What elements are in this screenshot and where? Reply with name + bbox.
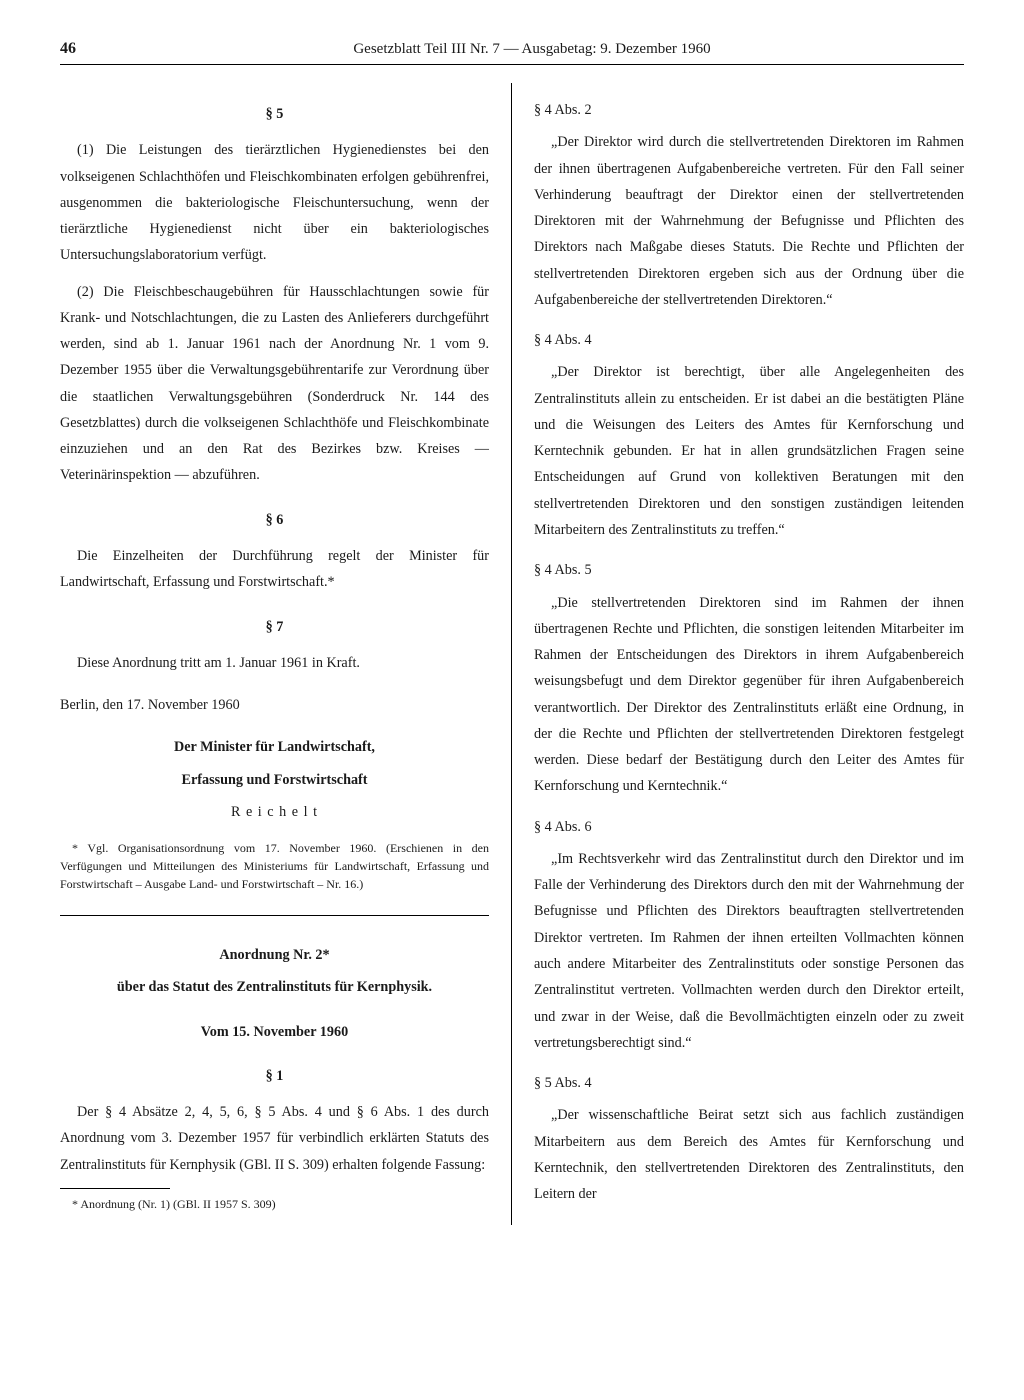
abs5-head: § 4 Abs. 5 (534, 557, 964, 583)
section-7-para-1: Diese Anordnung tritt am 1. Januar 1961 … (60, 650, 489, 676)
page-header: 46 Gesetzblatt Teil III Nr. 7 — Ausgabet… (60, 40, 964, 65)
abs4-para: „Der Direktor ist berechtigt, über alle … (534, 359, 964, 543)
ordinance-s1-head: § 1 (60, 1063, 489, 1089)
signature-line-2: Erfassung und Forstwirtschaft (60, 767, 489, 793)
right-column: § 4 Abs. 2 „Der Direktor wird durch die … (512, 83, 964, 1225)
header-title: Gesetzblatt Teil III Nr. 7 — Ausgabetag:… (100, 41, 964, 58)
abs4-head: § 4 Abs. 4 (534, 327, 964, 353)
section-divider (60, 915, 489, 916)
abs6-head: § 4 Abs. 6 (534, 814, 964, 840)
ordinance-date: Vom 15. November 1960 (60, 1019, 489, 1045)
abs5-para: „Die stellvertretenden Direktoren sind i… (534, 590, 964, 800)
section-6-head: § 6 (60, 507, 489, 533)
s5abs4-head: § 5 Abs. 4 (534, 1070, 964, 1096)
ordinance-s1-para: Der § 4 Absätze 2, 4, 5, 6, § 5 Abs. 4 u… (60, 1099, 489, 1178)
footnote-rule (60, 1188, 170, 1189)
section-5-para-1: (1) Die Leistungen des tierärztlichen Hy… (60, 137, 489, 268)
place-date: Berlin, den 17. November 1960 (60, 692, 489, 718)
footnote-1: * Vgl. Organisationsordnung vom 17. Nove… (60, 839, 489, 893)
signature-name: R e i c h e l t (60, 799, 489, 825)
left-column: § 5 (1) Die Leistungen des tierärztliche… (60, 83, 512, 1225)
section-7-head: § 7 (60, 614, 489, 640)
section-5-head: § 5 (60, 101, 489, 127)
abs6-para: „Im Rechtsverkehr wird das Zentralinstit… (534, 846, 964, 1056)
footnote-2: * Anordnung (Nr. 1) (GBl. II 1957 S. 309… (60, 1195, 489, 1213)
signature-line-1: Der Minister für Landwirtschaft, (60, 734, 489, 760)
document-page: { "header": { "pageNumber": "46", "title… (0, 0, 1024, 1400)
abs2-para: „Der Direktor wird durch die stellvertre… (534, 129, 964, 313)
s5abs4-para: „Der wissenschaftliche Beirat setzt sich… (534, 1102, 964, 1207)
abs2-head: § 4 Abs. 2 (534, 97, 964, 123)
ordinance-title-1: Anordnung Nr. 2* (60, 942, 489, 968)
section-6-para-1: Die Einzelheiten der Durchführung regelt… (60, 543, 489, 596)
page-number: 46 (60, 40, 100, 58)
ordinance-title-2: über das Statut des Zentralinstituts für… (60, 974, 489, 1000)
content-columns: § 5 (1) Die Leistungen des tierärztliche… (60, 83, 964, 1225)
section-5-para-2: (2) Die Fleischbeschaugebühren für Hauss… (60, 279, 489, 489)
signature-block: Der Minister für Landwirtschaft, Erfassu… (60, 734, 489, 825)
